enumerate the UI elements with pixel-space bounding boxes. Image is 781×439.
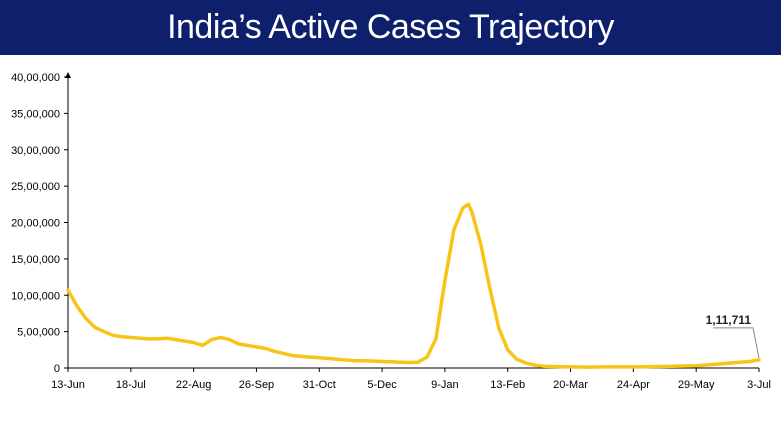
x-tick-label: 22-Aug (176, 379, 211, 391)
x-tick-label: 31-Oct (303, 379, 336, 391)
x-tick-label: 18-Jul (116, 379, 146, 391)
y-tick-label: 35,00,000 (11, 108, 60, 120)
active-cases-line (66, 202, 761, 369)
x-tick-label: 3-Jul (747, 379, 771, 391)
y-tick-label: 30,00,000 (11, 145, 60, 157)
annotation-leader-line (713, 327, 760, 358)
x-tick-label: 20-Mar (553, 379, 588, 391)
y-tick-label: 5,00,000 (17, 327, 60, 339)
y-tick-label: 15,00,000 (11, 254, 60, 266)
line-chart: 0 5,00,000 10,00,000 15,00,000 20,00,000 25,0… (11, 72, 771, 391)
y-tick-label: 0 (54, 363, 60, 375)
title-bar: India’s Active Cases Trajectory (0, 0, 781, 55)
x-tick-label: 13-Feb (490, 379, 525, 391)
x-tick-label: 26-Sep (239, 379, 274, 391)
x-tick-label: 5-Dec (367, 379, 397, 391)
x-tick-label: 13-Jun (51, 379, 85, 391)
x-tick-label: 29-May (678, 379, 715, 391)
annotation-label: 1,11,711 (706, 313, 752, 327)
y-tick-label: 25,00,000 (11, 181, 60, 193)
y-tick-label: 40,00,000 (11, 72, 60, 84)
x-tick-label: 9-Jan (431, 379, 459, 391)
y-tick-label: 20,00,000 (11, 218, 60, 230)
y-tick-label: 10,00,000 (11, 290, 60, 302)
x-tick-label: 24-Apr (617, 379, 650, 391)
chart-title: India’s Active Cases Trajectory (167, 8, 614, 46)
